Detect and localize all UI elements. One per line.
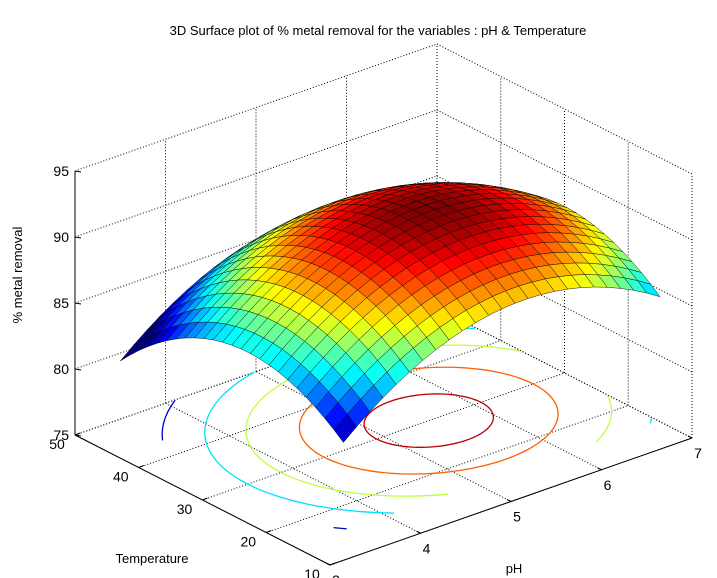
grid-line — [165, 402, 421, 534]
x-tick — [506, 499, 512, 502]
x-tick-label: 7 — [694, 445, 702, 461]
y-tick — [202, 497, 208, 501]
contour-line — [363, 393, 495, 448]
y-axis-label: Temperature — [116, 551, 189, 566]
surface-patch — [333, 413, 357, 443]
grid-line — [138, 340, 501, 468]
surface-mesh — [120, 182, 661, 443]
x-tick — [325, 562, 331, 566]
z-axis-label: % metal removal — [10, 226, 25, 323]
contour-line — [595, 395, 613, 443]
contour-line — [649, 418, 653, 424]
x-tick — [597, 467, 602, 471]
z-tick — [74, 302, 82, 305]
z-tick — [74, 368, 82, 371]
x-axis-label: pH — [506, 561, 523, 576]
z-tick — [74, 236, 82, 239]
contour-line — [204, 371, 395, 514]
x-tick — [416, 530, 421, 534]
y-tick-label: 50 — [49, 436, 65, 452]
y-tick — [329, 562, 336, 566]
grid-line — [202, 372, 565, 501]
z-tick — [74, 434, 82, 437]
y-tick — [138, 465, 144, 468]
chart-title: 3D Surface plot of % metal removal for t… — [170, 23, 587, 38]
x-tick-label: 6 — [604, 477, 612, 493]
grid-line — [74, 109, 438, 238]
x-tick-label: 4 — [423, 540, 431, 556]
y-tick-label: 10 — [304, 566, 320, 578]
contour-line — [161, 399, 176, 441]
contour-line — [333, 526, 347, 530]
contour-line — [298, 366, 559, 475]
x-tick-label: 5 — [513, 509, 521, 525]
x-tick-label: 3 — [332, 572, 340, 578]
z-tick-label: 80 — [53, 361, 69, 377]
z-tick-label: 95 — [53, 163, 69, 179]
y-tick-label: 20 — [240, 534, 256, 550]
grid-line — [74, 307, 438, 436]
z-tick-label: 75 — [53, 427, 69, 443]
z-tick-label: 90 — [53, 229, 69, 245]
z-tick-label: 85 — [53, 295, 69, 311]
grid-line — [266, 405, 629, 533]
y-tick-label: 30 — [177, 501, 193, 517]
z-tick — [74, 170, 82, 173]
grid-line — [74, 175, 438, 304]
x-tick — [687, 435, 693, 439]
grid-line — [74, 43, 438, 172]
y-tick — [266, 530, 272, 533]
y-tick-label: 40 — [113, 469, 129, 485]
